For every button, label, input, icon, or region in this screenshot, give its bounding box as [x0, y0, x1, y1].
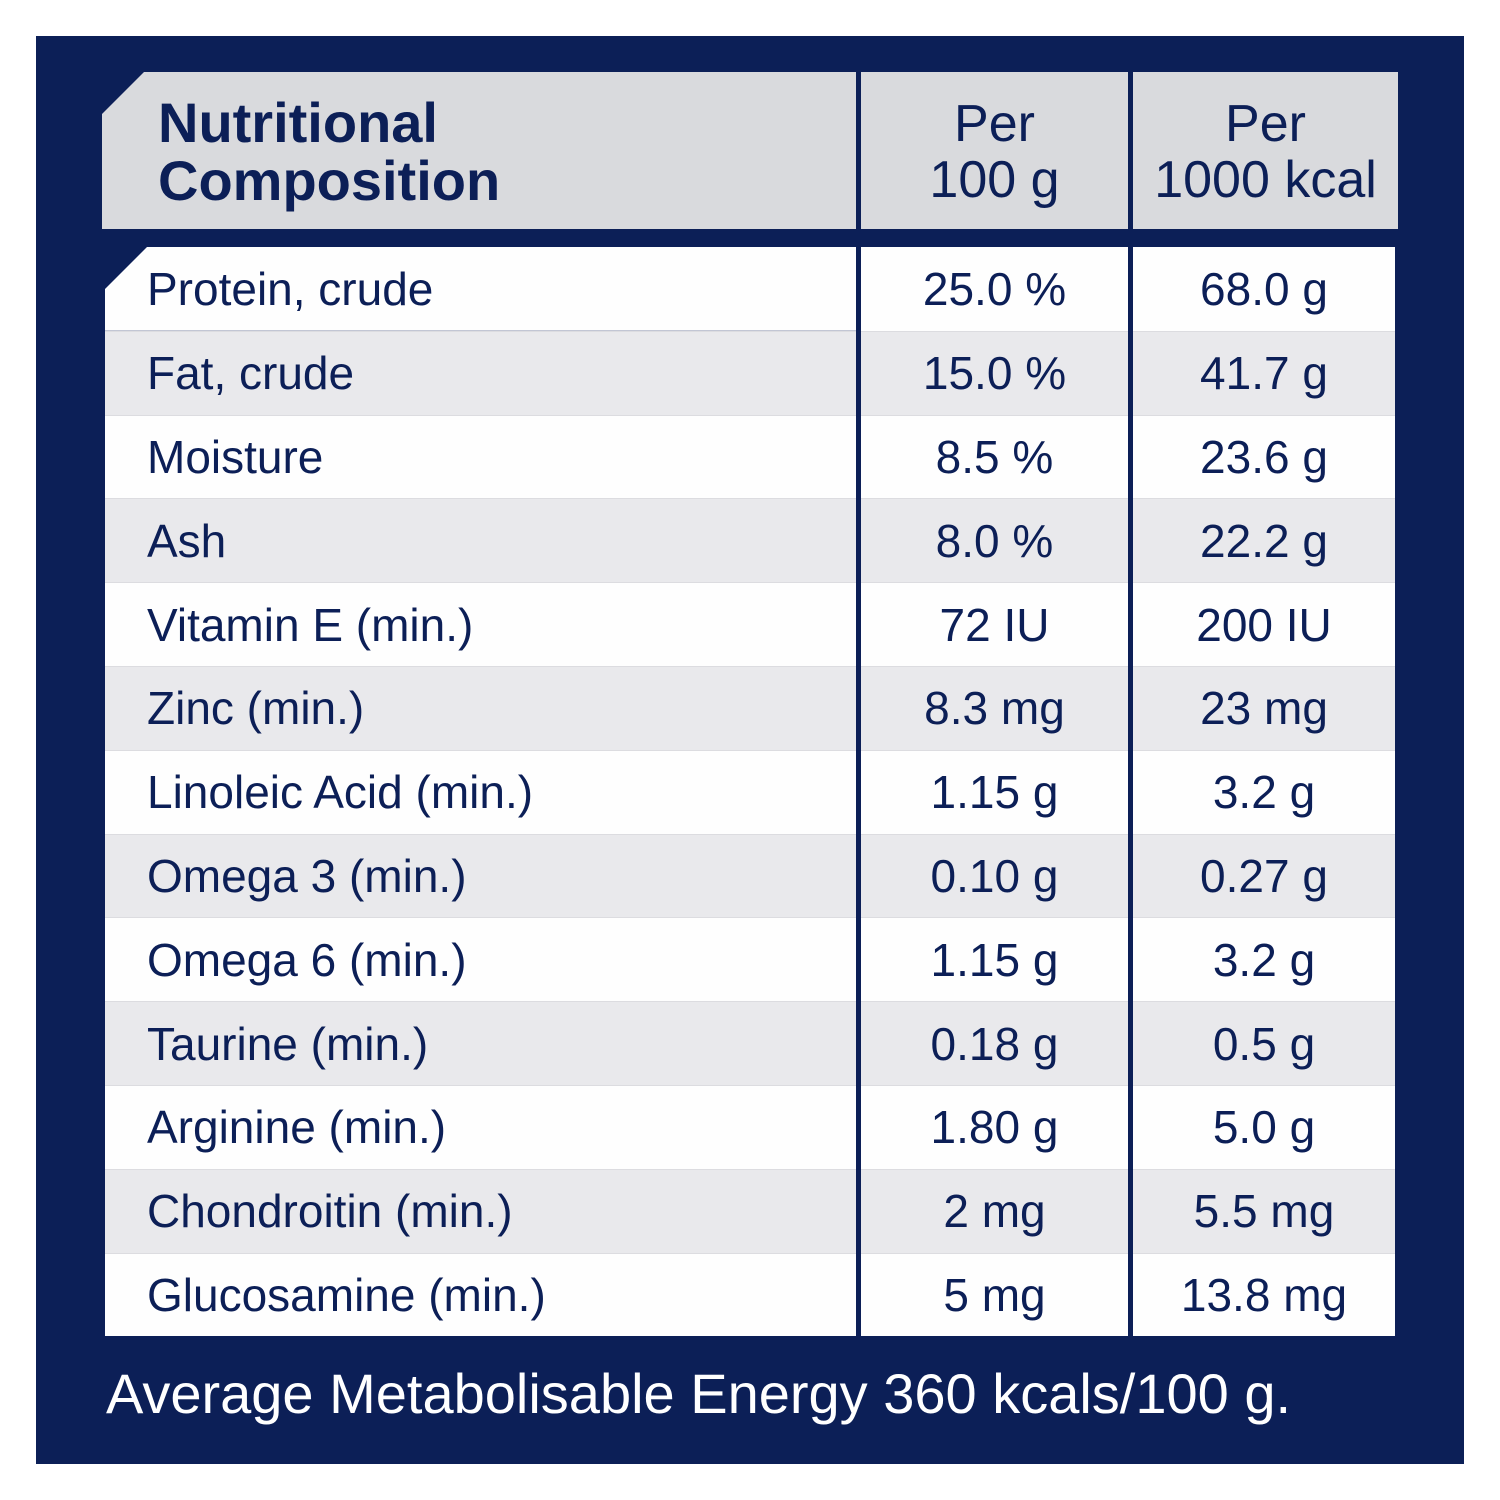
table-row: Fat, crude 15.0 % 41.7 g [105, 330, 1395, 415]
value-per-100g: 25.0 % [861, 247, 1128, 331]
col2-line2: 100 g [929, 151, 1060, 209]
nutrient-name: Fat, crude [105, 330, 856, 415]
col3-line1: Per [1225, 95, 1306, 153]
nutrient-name: Linoleic Acid (min.) [105, 749, 856, 834]
value-per-100g: 5 mg [861, 1252, 1128, 1337]
table-row: Taurine (min.) 0.18 g 0.5 g [105, 1001, 1395, 1085]
table-row: Arginine (min.) 1.80 g 5.0 g [105, 1084, 1395, 1169]
nutrient-name: Taurine (min.) [105, 1001, 856, 1085]
value-per-100g: 15.0 % [861, 330, 1128, 415]
nutrient-name: Arginine (min.) [105, 1084, 856, 1169]
col2-line1: Per [954, 95, 1035, 153]
value-per-100g: 1.80 g [861, 1084, 1128, 1169]
table-row: Ash 8.0 % 22.2 g [105, 498, 1395, 583]
table-row: Linoleic Acid (min.) 1.15 g 3.2 g [105, 749, 1395, 834]
col3-line2: 1000 kcal [1154, 151, 1377, 209]
table-title: Nutritional Composition [158, 94, 500, 210]
value-per-1000kcal: 3.2 g [1133, 749, 1395, 834]
nutrient-name: Vitamin E (min.) [105, 582, 856, 666]
table-row: Vitamin E (min.) 72 IU 200 IU [105, 582, 1395, 666]
table-row: Moisture 8.5 % 23.6 g [105, 414, 1395, 499]
nutrient-name: Ash [105, 498, 856, 583]
title-line1: Nutritional [158, 91, 438, 154]
nutrient-name: Moisture [105, 414, 856, 499]
value-per-100g: 2 mg [861, 1168, 1128, 1253]
value-per-100g: 8.5 % [861, 414, 1128, 499]
title-line2: Composition [158, 149, 501, 212]
value-per-1000kcal: 5.5 mg [1133, 1168, 1395, 1253]
value-per-100g: 1.15 g [861, 917, 1128, 1002]
table-row: Protein, crude 25.0 % 68.0 g [105, 247, 1395, 331]
value-per-1000kcal: 3.2 g [1133, 917, 1395, 1002]
nutrient-name: Zinc (min.) [105, 665, 856, 750]
value-per-1000kcal: 0.5 g [1133, 1001, 1395, 1085]
table-row: Omega 3 (min.) 0.10 g 0.27 g [105, 833, 1395, 918]
nutrient-name: Glucosamine (min.) [105, 1252, 856, 1337]
value-per-1000kcal: 22.2 g [1133, 498, 1395, 583]
value-per-100g: 0.18 g [861, 1001, 1128, 1085]
energy-footnote: Average Metabolisable Energy 360 kcals/1… [106, 1362, 1292, 1425]
value-per-100g: 8.3 mg [861, 665, 1128, 750]
value-per-1000kcal: 68.0 g [1133, 247, 1395, 331]
value-per-100g: 0.10 g [861, 833, 1128, 918]
table-row: Chondroitin (min.) 2 mg 5.5 mg [105, 1168, 1395, 1253]
header-per-1000kcal: Per 1000 kcal [1133, 72, 1398, 229]
nutrient-name: Chondroitin (min.) [105, 1168, 856, 1253]
value-per-1000kcal: 23.6 g [1133, 414, 1395, 499]
value-per-1000kcal: 5.0 g [1133, 1084, 1395, 1169]
value-per-1000kcal: 23 mg [1133, 665, 1395, 750]
value-per-1000kcal: 200 IU [1133, 582, 1395, 666]
nutrition-table-body: Protein, crude 25.0 % 68.0 g Fat, crude 15.0… [105, 247, 1395, 1337]
table-row: Zinc (min.) 8.3 mg 23 mg [105, 665, 1395, 750]
value-per-1000kcal: 13.8 mg [1133, 1252, 1395, 1337]
value-per-1000kcal: 41.7 g [1133, 330, 1395, 415]
value-per-1000kcal: 0.27 g [1133, 833, 1395, 918]
nutrient-name: Omega 3 (min.) [105, 833, 856, 918]
nutrient-name: Protein, crude [105, 247, 856, 331]
nutrient-name: Omega 6 (min.) [105, 917, 856, 1002]
value-per-100g: 1.15 g [861, 749, 1128, 834]
value-per-100g: 8.0 % [861, 498, 1128, 583]
header-per-100g: Per 100 g [861, 72, 1128, 229]
table-row: Glucosamine (min.) 5 mg 13.8 mg [105, 1252, 1395, 1337]
header-nutrient: Nutritional Composition [102, 72, 856, 229]
value-per-100g: 72 IU [861, 582, 1128, 666]
table-row: Omega 6 (min.) 1.15 g 3.2 g [105, 917, 1395, 1002]
